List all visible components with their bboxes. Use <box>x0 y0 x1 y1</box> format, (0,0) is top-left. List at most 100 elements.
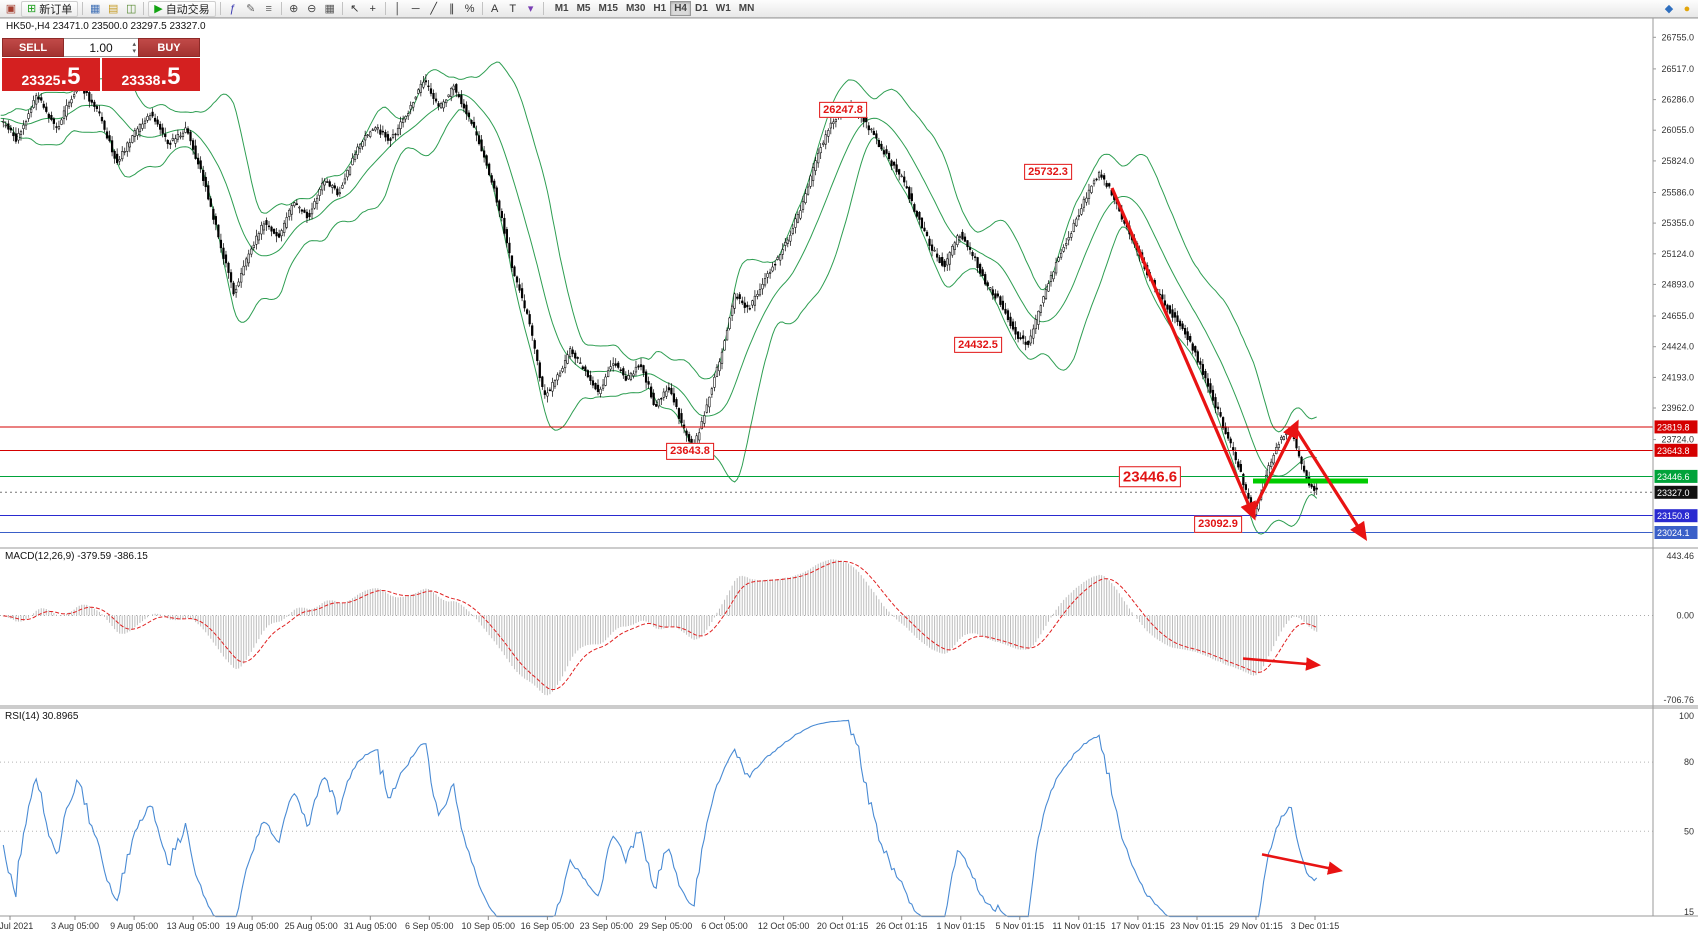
sell-price[interactable]: 23325.5 <box>2 58 100 91</box>
timeframe-D1-button[interactable]: D1 <box>695 3 708 14</box>
price-annotation-flag[interactable]: 23446.6 <box>1118 465 1182 488</box>
timeframe-H1-button[interactable]: H1 <box>653 3 667 14</box>
sell-price-main: 23325 <box>21 72 61 89</box>
svg-text:23150.8: 23150.8 <box>1657 511 1690 521</box>
svg-text:23 Nov 01:15: 23 Nov 01:15 <box>1170 921 1224 931</box>
svg-text:29 Nov 01:15: 29 Nov 01:15 <box>1229 921 1283 931</box>
macd-histogram <box>2 559 1318 696</box>
market-watch-icon[interactable]: ▤ <box>108 2 119 15</box>
svg-text:26 Oct 01:15: 26 Oct 01:15 <box>876 921 928 931</box>
svg-text:-706.76: -706.76 <box>1663 695 1694 705</box>
svg-text:23327.0: 23327.0 <box>1657 488 1690 498</box>
svg-text:26755.0: 26755.0 <box>1661 32 1694 42</box>
vertical-line-icon[interactable]: │ <box>394 2 402 15</box>
macd-arrow[interactable] <box>1242 657 1322 671</box>
arrow-objects-icon[interactable]: ▾ <box>527 2 534 15</box>
svg-text:19 Aug 05:00: 19 Aug 05:00 <box>226 921 279 931</box>
svg-text:9 Aug 05:00: 9 Aug 05:00 <box>110 921 158 931</box>
objects-list-icon[interactable]: ✎ <box>246 2 256 15</box>
svg-text:25355.0: 25355.0 <box>1661 218 1694 228</box>
svg-text:26286.0: 26286.0 <box>1661 95 1694 105</box>
price-annotation-flag[interactable]: 25732.3 <box>1024 163 1072 181</box>
toolbar-separator <box>341 2 343 15</box>
volume-increase-button[interactable]: ▴ <box>132 41 136 48</box>
rsi-indicator-label: RSI(14) 30.8965 <box>5 711 79 722</box>
sell-price-fraction: .5 <box>60 63 81 91</box>
svg-text:28 Jul 2021: 28 Jul 2021 <box>0 921 33 931</box>
svg-text:50: 50 <box>1684 826 1694 836</box>
trend-arrow-objects[interactable] <box>1110 187 1368 541</box>
price-annotation-flag[interactable]: 23643.8 <box>666 443 714 460</box>
crosshair-icon[interactable]: + <box>369 2 376 15</box>
svg-text:443.46: 443.46 <box>1666 551 1694 561</box>
chart-ohlc-header: HK50-,H4 23471.0 23500.0 23297.5 23327.0 <box>6 21 206 32</box>
svg-text:23724.0: 23724.0 <box>1661 435 1694 445</box>
new-order-button[interactable]: ⊞ 新订单 <box>21 0 79 17</box>
svg-text:16 Sep 05:00: 16 Sep 05:00 <box>521 921 575 931</box>
charts-icon[interactable]: ▦ <box>90 2 101 15</box>
volume-decrease-button[interactable]: ▾ <box>132 48 136 55</box>
navigator-icon[interactable]: ◫ <box>126 2 137 15</box>
auto-trading-button[interactable]: ▶ 自动交易 <box>148 0 216 17</box>
price-annotation-flag[interactable]: 23092.9 <box>1194 516 1242 533</box>
buy-price-fraction: .5 <box>160 63 181 91</box>
mql5-community-icon[interactable]: ◆ <box>1664 2 1674 15</box>
zoom-out-icon[interactable]: ⊖ <box>307 2 317 15</box>
equidistant-channel-icon[interactable]: ∥ <box>448 2 455 15</box>
timeframe-toolbar: M1 M5 M15 M30 H1 H4 D1 W1 MN <box>551 1 759 16</box>
svg-text:24193.0: 24193.0 <box>1661 372 1694 382</box>
cursor-icon[interactable]: ↖ <box>350 2 360 15</box>
svg-text:24655.0: 24655.0 <box>1661 311 1694 321</box>
indicators-list-icon[interactable]: ƒ <box>229 2 236 15</box>
price-annotation-flag[interactable]: 26247.8 <box>819 101 867 118</box>
svg-text:5 Nov 01:15: 5 Nov 01:15 <box>996 921 1045 931</box>
timeframe-W1-button[interactable]: W1 <box>715 3 731 14</box>
timeframe-M5-button[interactable]: M5 <box>576 3 591 14</box>
volume-field[interactable]: 1.00 ▴ ▾ <box>64 38 138 57</box>
svg-text:1 Nov 01:15: 1 Nov 01:15 <box>937 921 986 931</box>
svg-text:11 Nov 01:15: 11 Nov 01:15 <box>1052 921 1105 931</box>
fibonacci-icon[interactable]: % <box>464 2 475 15</box>
price-annotation-flag[interactable]: 24432.5 <box>954 336 1002 353</box>
trade-panel-controls: SELL 1.00 ▴ ▾ BUY <box>2 38 200 57</box>
svg-text:23819.8: 23819.8 <box>1657 422 1690 432</box>
rsi-line <box>2 719 1318 918</box>
app-icon[interactable]: ▣ <box>5 2 17 15</box>
chart-properties-icon[interactable]: ≡ <box>265 2 272 15</box>
sell-button[interactable]: SELL <box>2 38 64 57</box>
svg-text:0.00: 0.00 <box>1676 611 1694 621</box>
buy-price[interactable]: 23338.5 <box>102 58 200 91</box>
buy-price-main: 23338 <box>121 72 161 89</box>
timeframe-M1-button[interactable]: M1 <box>554 3 569 14</box>
text-icon[interactable]: A <box>491 2 499 15</box>
svg-text:25124.0: 25124.0 <box>1661 249 1694 259</box>
timeframe-MN-button[interactable]: MN <box>738 3 755 14</box>
svg-text:13 Aug 05:00: 13 Aug 05:00 <box>167 921 220 931</box>
zoom-in-icon[interactable]: ⊕ <box>289 2 299 15</box>
notifications-icon[interactable]: ● <box>1683 2 1691 15</box>
svg-text:12 Oct 05:00: 12 Oct 05:00 <box>758 921 810 931</box>
buy-button[interactable]: BUY <box>138 38 200 57</box>
svg-text:3 Aug 05:00: 3 Aug 05:00 <box>51 921 99 931</box>
horizontal-line-icon[interactable]: ─ <box>411 2 420 15</box>
volume-spinner: ▴ ▾ <box>132 41 136 55</box>
timeframe-M30-button[interactable]: M30 <box>625 3 646 14</box>
timeframe-M15-button[interactable]: M15 <box>598 3 618 14</box>
horizontal-level-lines[interactable] <box>0 426 1653 533</box>
tile-windows-icon[interactable]: ▦ <box>324 2 335 15</box>
toolbar-separator <box>542 2 544 15</box>
candles <box>2 79 1318 516</box>
panel-borders <box>0 17 1698 917</box>
timeframe-H4-button[interactable]: H4 <box>670 1 691 16</box>
svg-text:6 Sep 05:00: 6 Sep 05:00 <box>405 921 454 931</box>
trendline-icon[interactable]: ╱ <box>430 2 437 15</box>
svg-text:100: 100 <box>1679 711 1694 721</box>
time-axis-labels: 28 Jul 2021 3 Aug 05:00 9 Aug 05:00 13 Aug … <box>0 916 1339 931</box>
rsi-axis-labels: 100 80 50 15 <box>1679 711 1694 917</box>
svg-text:24424.0: 24424.0 <box>1661 342 1694 352</box>
text-label-icon[interactable]: T <box>509 2 517 15</box>
price-axis-tags: 23819.8 23643.8 23446.6 23150.8 23024.1 23327… <box>1654 420 1698 539</box>
bollinger-middle-band <box>0 93 1317 477</box>
rsi-arrow[interactable] <box>1261 853 1344 875</box>
